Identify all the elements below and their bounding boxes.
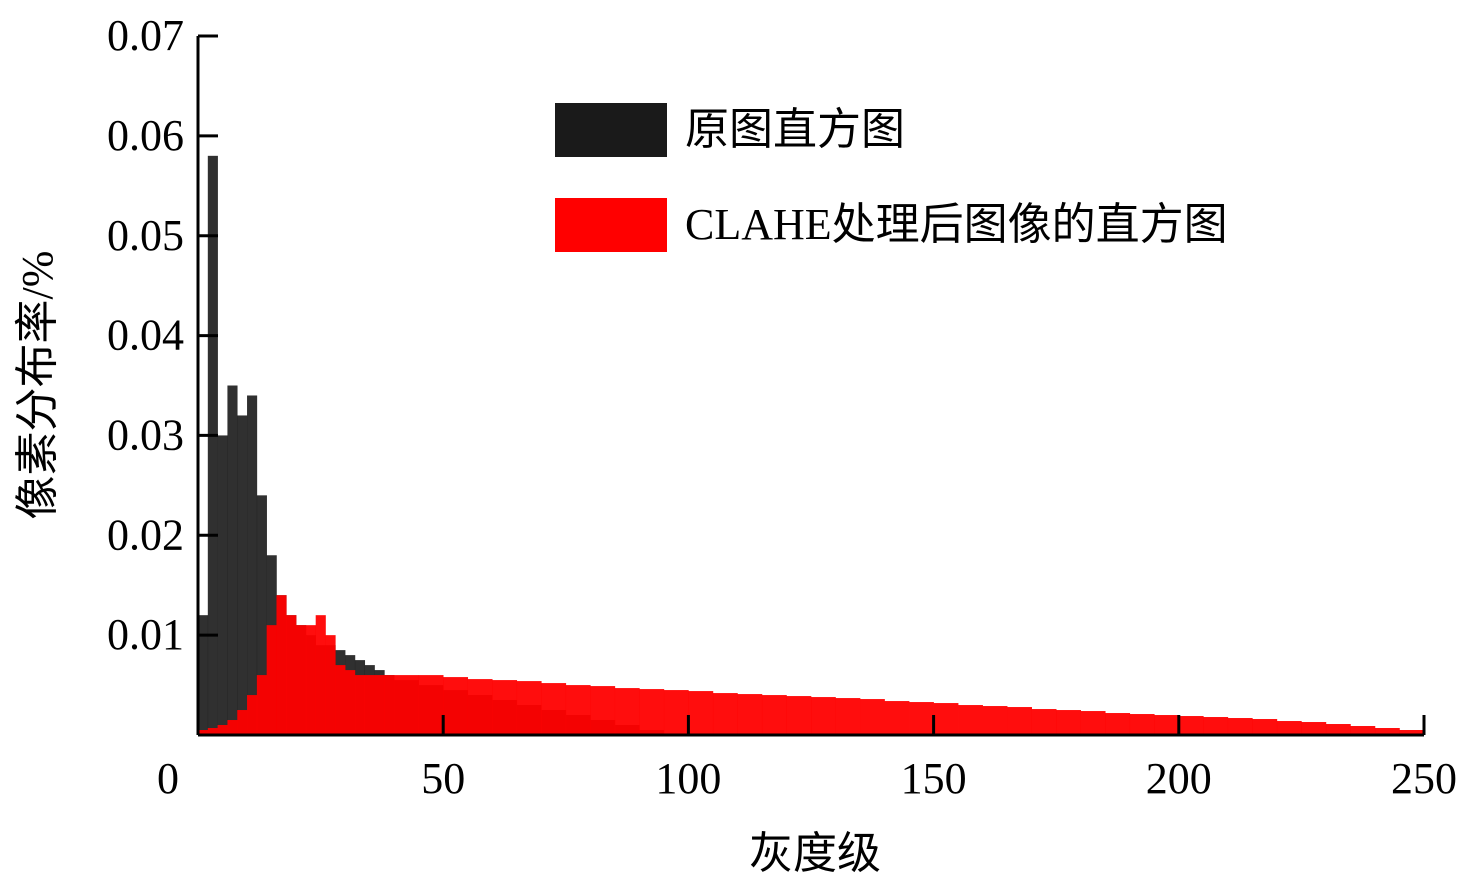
histogram-bar — [884, 701, 910, 735]
y-tick-label: 0.01 — [107, 610, 184, 659]
x-axis-label: 灰度级 — [749, 829, 881, 878]
histogram-bar — [1129, 714, 1155, 735]
histogram-bar — [565, 685, 591, 735]
histogram-bar — [516, 681, 542, 735]
histogram-bar — [256, 675, 267, 735]
histogram-bar — [1374, 728, 1400, 735]
histogram-bar — [1178, 716, 1204, 735]
histogram-bar — [1203, 717, 1229, 735]
x-tick-label: 250 — [1391, 754, 1457, 803]
histogram-bar — [909, 702, 934, 735]
y-tick-label: 0.04 — [107, 311, 184, 360]
histogram-bar — [443, 677, 469, 735]
histogram-bar — [1031, 709, 1057, 735]
histogram-bar — [688, 691, 714, 735]
histogram-bar — [1325, 724, 1351, 735]
histogram-bar — [467, 679, 493, 735]
histogram-bar — [1227, 718, 1253, 735]
histogram-bar — [835, 698, 861, 735]
histogram-bar — [237, 415, 248, 735]
histogram-bar — [227, 720, 238, 735]
x-tick-label: 100 — [655, 754, 721, 803]
histogram-bar — [541, 683, 567, 735]
histogram-bar — [217, 435, 228, 735]
histogram-bar — [345, 670, 356, 735]
histogram-bar — [1399, 730, 1425, 735]
histogram-bar — [217, 725, 228, 735]
y-tick-label: 0.07 — [107, 11, 184, 60]
histogram-bar — [247, 695, 258, 735]
histogram-bar — [1080, 711, 1106, 735]
histogram-bar — [492, 680, 518, 735]
histogram-bar — [1105, 713, 1131, 735]
histogram-bar — [247, 395, 258, 735]
legend-label: 原图直方图 — [685, 105, 905, 154]
histogram-bar — [982, 706, 1008, 735]
histogram-bar — [761, 695, 787, 735]
x-tick-label: 200 — [1146, 754, 1212, 803]
histogram-bar — [1301, 722, 1327, 735]
histogram-bar — [374, 675, 385, 735]
histogram-bar — [237, 710, 248, 735]
legend-label: CLAHE处理后图像的直方图 — [685, 200, 1228, 249]
histogram-bar — [266, 625, 277, 735]
histogram-bar — [1056, 710, 1082, 735]
histogram-bar — [207, 728, 218, 735]
histogram-bar — [811, 697, 836, 735]
legend-swatch — [555, 198, 667, 252]
histogram-bar — [305, 625, 316, 735]
y-axis-label: 像素分布率/% — [13, 251, 62, 520]
histogram-bar — [354, 675, 366, 735]
histogram-bar — [958, 705, 983, 735]
histogram-bar — [198, 615, 209, 735]
histogram-bar — [276, 595, 287, 735]
histogram-bar — [786, 696, 812, 735]
histogram-bar — [1007, 707, 1032, 735]
histogram-bar — [335, 665, 346, 735]
histogram-bar — [227, 385, 238, 735]
histogram-bar — [286, 615, 297, 735]
histogram-bar — [712, 693, 738, 735]
histogram-bar — [1350, 726, 1376, 735]
histogram-bar — [1276, 721, 1302, 735]
histogram-bar — [1154, 715, 1180, 735]
y-tick-label: 0.05 — [107, 211, 184, 260]
histogram-bar — [614, 688, 640, 735]
histogram-bar — [384, 675, 395, 735]
histogram-bar — [663, 690, 689, 735]
y-tick-label: 0.06 — [107, 111, 184, 160]
histogram-bar — [1252, 719, 1278, 735]
histogram-bar — [933, 703, 959, 735]
x-tick-label: 50 — [421, 754, 465, 803]
histogram-bar — [207, 155, 218, 736]
y-tick-label: 0.02 — [107, 510, 184, 559]
histogram-bar — [256, 495, 267, 735]
y-tick-label: 0.03 — [107, 411, 184, 460]
histogram-bar — [737, 694, 763, 735]
histogram-bar — [315, 615, 326, 735]
histogram-bar — [364, 675, 375, 735]
x-tick-label: 150 — [901, 754, 967, 803]
histogram-bar — [198, 730, 209, 735]
histogram-bar — [394, 675, 419, 735]
histogram-bar — [590, 686, 616, 735]
x-tick-label: 0 — [157, 754, 179, 803]
histogram-bar — [639, 689, 665, 735]
histogram-bar — [325, 635, 336, 735]
histogram-bar — [296, 625, 307, 735]
histogram-bar — [860, 699, 885, 735]
histogram-bar — [418, 675, 444, 735]
legend-swatch — [555, 103, 667, 157]
